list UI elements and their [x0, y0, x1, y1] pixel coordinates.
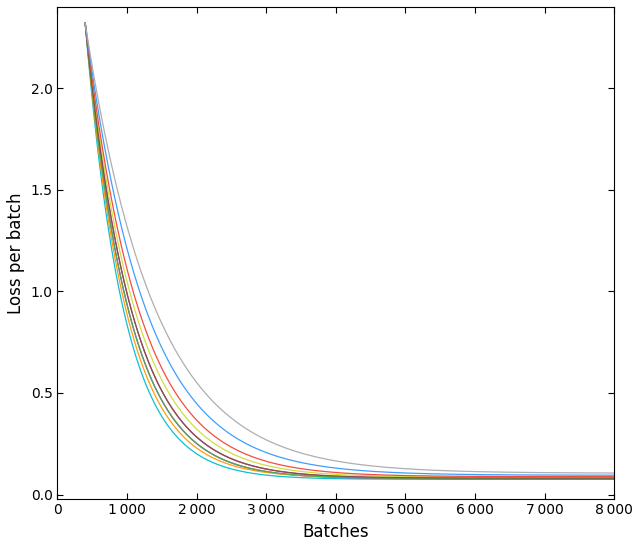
X-axis label: Batches: Batches [303, 523, 369, 541]
Y-axis label: Loss per batch: Loss per batch [7, 192, 25, 313]
